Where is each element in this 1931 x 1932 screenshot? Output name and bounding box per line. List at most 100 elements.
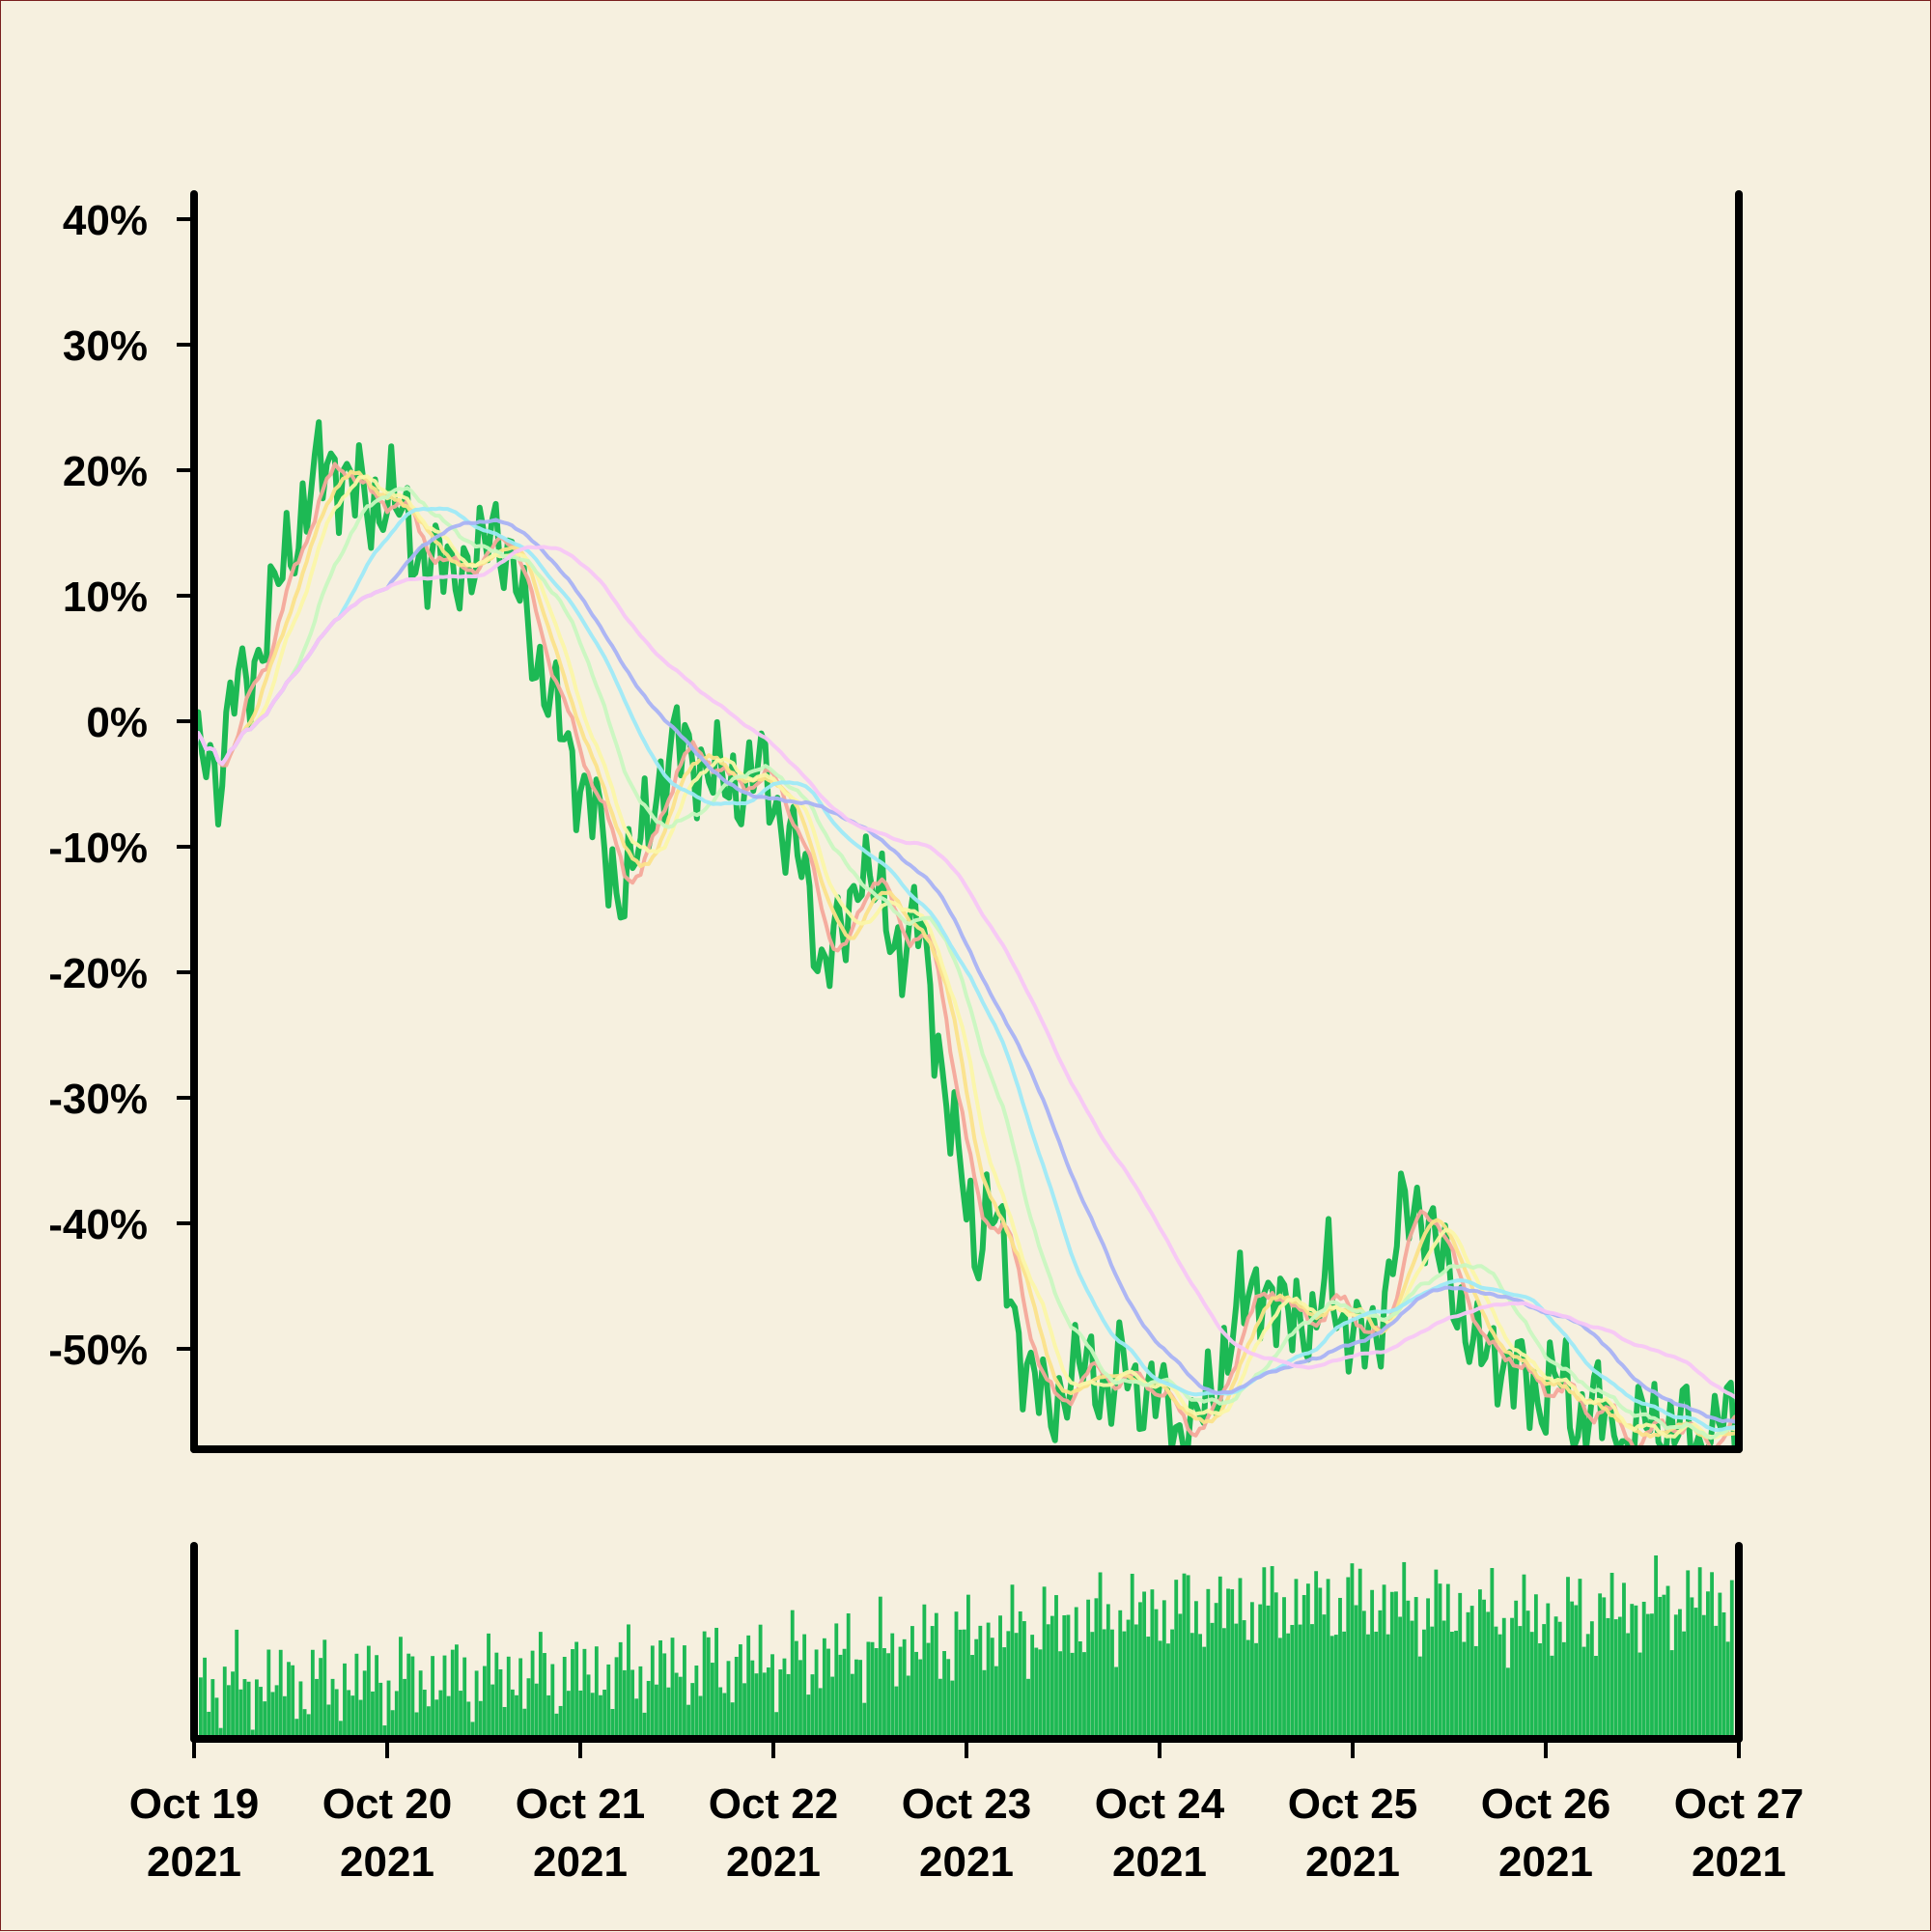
- volume-bar: [982, 1669, 987, 1739]
- volume-bar: [338, 1721, 343, 1739]
- volume-bar: [638, 1666, 643, 1739]
- volume-bar: [1226, 1588, 1230, 1739]
- volume-bar: [778, 1669, 783, 1739]
- volume-bar: [1058, 1651, 1063, 1739]
- volume-bar: [1426, 1598, 1430, 1739]
- volume-bar: [518, 1658, 523, 1739]
- volume-bar: [534, 1683, 539, 1739]
- volume-bar: [1090, 1632, 1095, 1739]
- volume-bar: [790, 1610, 795, 1739]
- volume-bar: [1105, 1604, 1110, 1739]
- volume-bar: [1701, 1614, 1706, 1739]
- volume-bar: [1161, 1600, 1166, 1739]
- volume-bar: [1342, 1631, 1347, 1739]
- volume-bar: [1594, 1655, 1598, 1739]
- volume-bar: [734, 1656, 739, 1739]
- volume-bar: [1378, 1610, 1383, 1739]
- volume-bar: [319, 1658, 323, 1739]
- volume-bar: [1262, 1567, 1267, 1739]
- volume-bar: [1441, 1620, 1446, 1739]
- volume-bar: [974, 1638, 979, 1739]
- volume-bar: [1718, 1592, 1722, 1739]
- volume-bar: [210, 1679, 215, 1739]
- volume-bar: [942, 1651, 946, 1739]
- volume-bar: [986, 1622, 991, 1739]
- volume-bar: [403, 1678, 406, 1739]
- x-tick-label-date: Oct 22: [709, 1780, 839, 1828]
- volume-bar: [1126, 1619, 1131, 1739]
- volume-bar: [1066, 1614, 1071, 1739]
- volume-bar: [231, 1671, 235, 1739]
- x-tick-label-year: 2021: [726, 1838, 821, 1886]
- volume-bar: [1665, 1585, 1670, 1739]
- volume-bar: [1410, 1620, 1414, 1739]
- volume-bar: [214, 1697, 219, 1739]
- volume-bar: [438, 1690, 443, 1739]
- volume-bar: [1098, 1572, 1103, 1739]
- volume-bar: [1402, 1561, 1407, 1739]
- volume-bar: [358, 1699, 363, 1739]
- volume-bar: [698, 1695, 703, 1739]
- volume-bar: [842, 1648, 847, 1739]
- volume-bar: [1398, 1616, 1403, 1739]
- y-tick-label: -20%: [48, 950, 148, 997]
- volume-bar: [1305, 1583, 1310, 1739]
- volume-bar: [470, 1722, 475, 1739]
- volume-bar: [522, 1708, 527, 1739]
- volume-bar: [462, 1657, 467, 1739]
- volume-bar: [1450, 1632, 1454, 1739]
- volume-bar: [310, 1649, 315, 1739]
- volume-bar: [459, 1691, 462, 1739]
- volume-bar: [1406, 1600, 1411, 1739]
- volume-bar: [378, 1682, 383, 1739]
- volume-bar: [1370, 1589, 1375, 1739]
- volume-bar: [618, 1641, 623, 1739]
- volume-bar: [806, 1694, 811, 1739]
- volume-bar: [1194, 1601, 1198, 1739]
- volume-bar: [474, 1670, 479, 1739]
- volume-bar: [666, 1687, 671, 1739]
- volume-bar: [1389, 1591, 1394, 1739]
- volume-bar: [898, 1646, 903, 1739]
- volume-bar: [922, 1604, 927, 1739]
- volume-bar: [918, 1659, 923, 1739]
- volume-bar: [550, 1664, 555, 1739]
- volume-bar: [1533, 1594, 1538, 1739]
- volume-bar: [822, 1638, 826, 1739]
- volume-bar: [627, 1624, 630, 1739]
- x-tick-label-year: 2021: [1498, 1838, 1593, 1886]
- volume-bar: [1686, 1570, 1691, 1739]
- volume-bar: [302, 1709, 307, 1739]
- volume-bar: [1546, 1603, 1551, 1739]
- x-tick-label-date: Oct 24: [1095, 1780, 1225, 1828]
- volume-bar: [850, 1673, 854, 1739]
- volume-bar: [386, 1680, 391, 1739]
- x-tick-label-date: Oct 26: [1481, 1780, 1611, 1828]
- volume-bar: [498, 1668, 503, 1739]
- volume-bar: [590, 1693, 595, 1739]
- volume-bar: [226, 1685, 231, 1739]
- volume-bar: [1314, 1571, 1319, 1739]
- volume-bar: [482, 1666, 487, 1739]
- volume-bar: [834, 1623, 839, 1739]
- volume-bar: [1062, 1614, 1067, 1739]
- volume-bar: [1494, 1626, 1498, 1739]
- volume-bar: [1318, 1587, 1323, 1739]
- volume-bar: [287, 1662, 291, 1739]
- volume-bar: [902, 1638, 907, 1739]
- volume-bar: [1606, 1617, 1610, 1739]
- volume-bar: [1154, 1609, 1159, 1739]
- volume-bar: [786, 1673, 791, 1739]
- volume-bar: [1142, 1591, 1147, 1739]
- volume-bar: [738, 1644, 742, 1739]
- volume-bar: [250, 1729, 255, 1739]
- volume-bar: [330, 1678, 335, 1739]
- volume-bar: [746, 1635, 751, 1739]
- volume-bar: [882, 1648, 886, 1739]
- volume-bar: [574, 1641, 579, 1739]
- volume-bar: [1434, 1569, 1439, 1739]
- x-tick-labels: Oct 19 2021 Oct 20 2021 Oct 21 2021 Oct 22 2021…: [129, 1780, 1805, 1886]
- volume-bar: [1186, 1575, 1190, 1739]
- volume-bar: [874, 1648, 879, 1739]
- volume-bar: [218, 1727, 223, 1739]
